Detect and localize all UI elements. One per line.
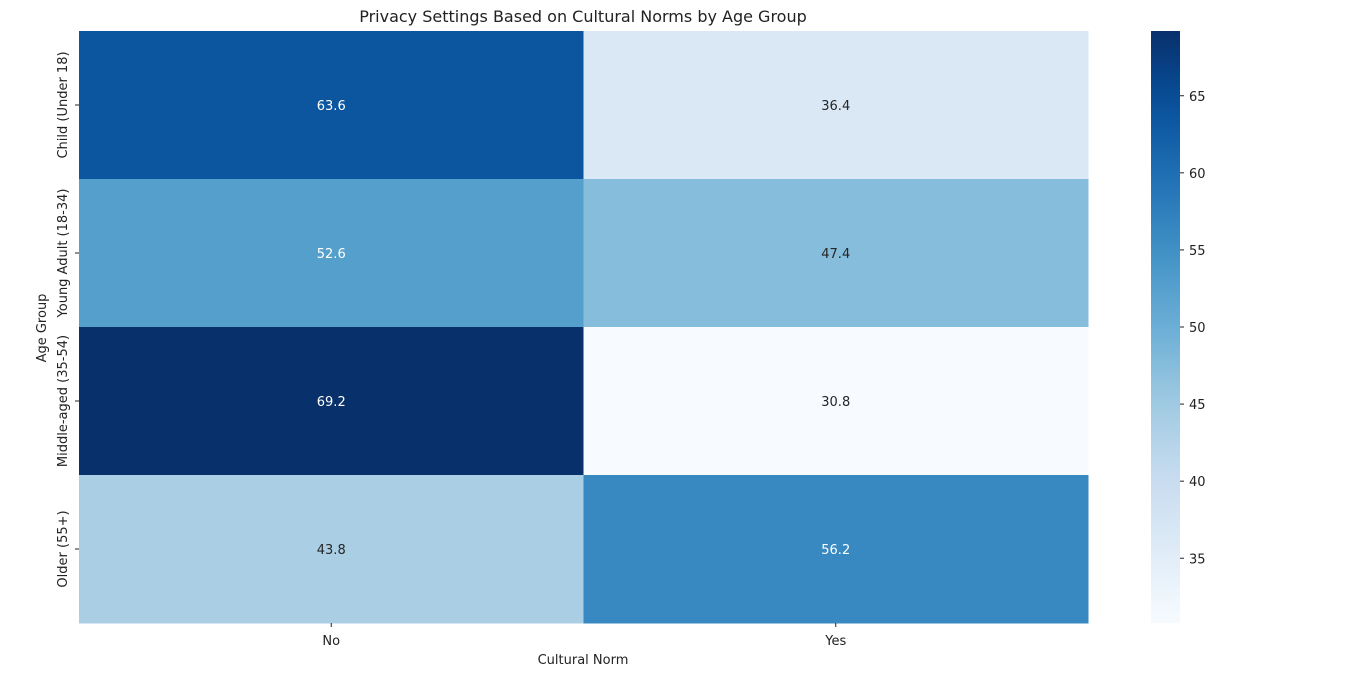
y-tick-label: Older (55+)	[56, 510, 71, 587]
heatmap-cell	[583, 179, 1089, 328]
chart-title: Privacy Settings Based on Cultural Norms…	[359, 7, 807, 26]
cell-value-label: 63.6	[317, 99, 346, 114]
cell-value-label: 56.2	[821, 543, 850, 558]
heatmap-cell	[583, 327, 1089, 476]
y-axis: Child (Under 18) Young Adult (18-34) Middl…	[56, 51, 79, 588]
y-tick-label: Middle-aged (35-54)	[56, 335, 71, 467]
colorbar-tick-label: 60	[1189, 167, 1206, 182]
cell-value-label: 43.8	[317, 543, 346, 558]
cell-value-label: 69.2	[317, 395, 346, 410]
colorbar-tick-label: 65	[1189, 90, 1206, 105]
heatmap-cell	[79, 475, 584, 624]
x-tick-label: Yes	[824, 634, 846, 649]
cell-value-label: 30.8	[821, 395, 850, 410]
heatmap-cells: 63.6 36.4 52.6 47.4 69.2 30.8 43.8 56.2	[79, 31, 1089, 624]
y-tick-label: Young Adult (18-34)	[56, 189, 71, 319]
cell-value-label: 36.4	[821, 99, 850, 114]
y-axis-label: Age Group	[35, 294, 50, 363]
heatmap-cell	[79, 31, 584, 180]
colorbar-tick-label: 50	[1189, 321, 1206, 336]
cell-value-label: 47.4	[821, 247, 850, 262]
y-tick-label: Child (Under 18)	[56, 51, 71, 158]
x-axis-label: Cultural Norm	[538, 653, 629, 668]
colorbar-tick-label: 40	[1189, 475, 1206, 490]
colorbar-gradient	[1151, 31, 1180, 623]
heatmap-cell	[79, 179, 584, 328]
heatmap-cell	[583, 475, 1089, 624]
colorbar-tick-label: 55	[1189, 244, 1206, 259]
colorbar-tick-label: 45	[1189, 398, 1206, 413]
x-tick-label: No	[322, 634, 340, 649]
colorbar: 35 40 45 50 55 60 65	[1151, 31, 1206, 623]
colorbar-tick-label: 35	[1189, 552, 1206, 567]
heatmap-cell	[79, 327, 584, 476]
heatmap-cell	[583, 31, 1089, 180]
x-axis: No Yes	[322, 623, 846, 649]
cell-value-label: 52.6	[317, 247, 346, 262]
